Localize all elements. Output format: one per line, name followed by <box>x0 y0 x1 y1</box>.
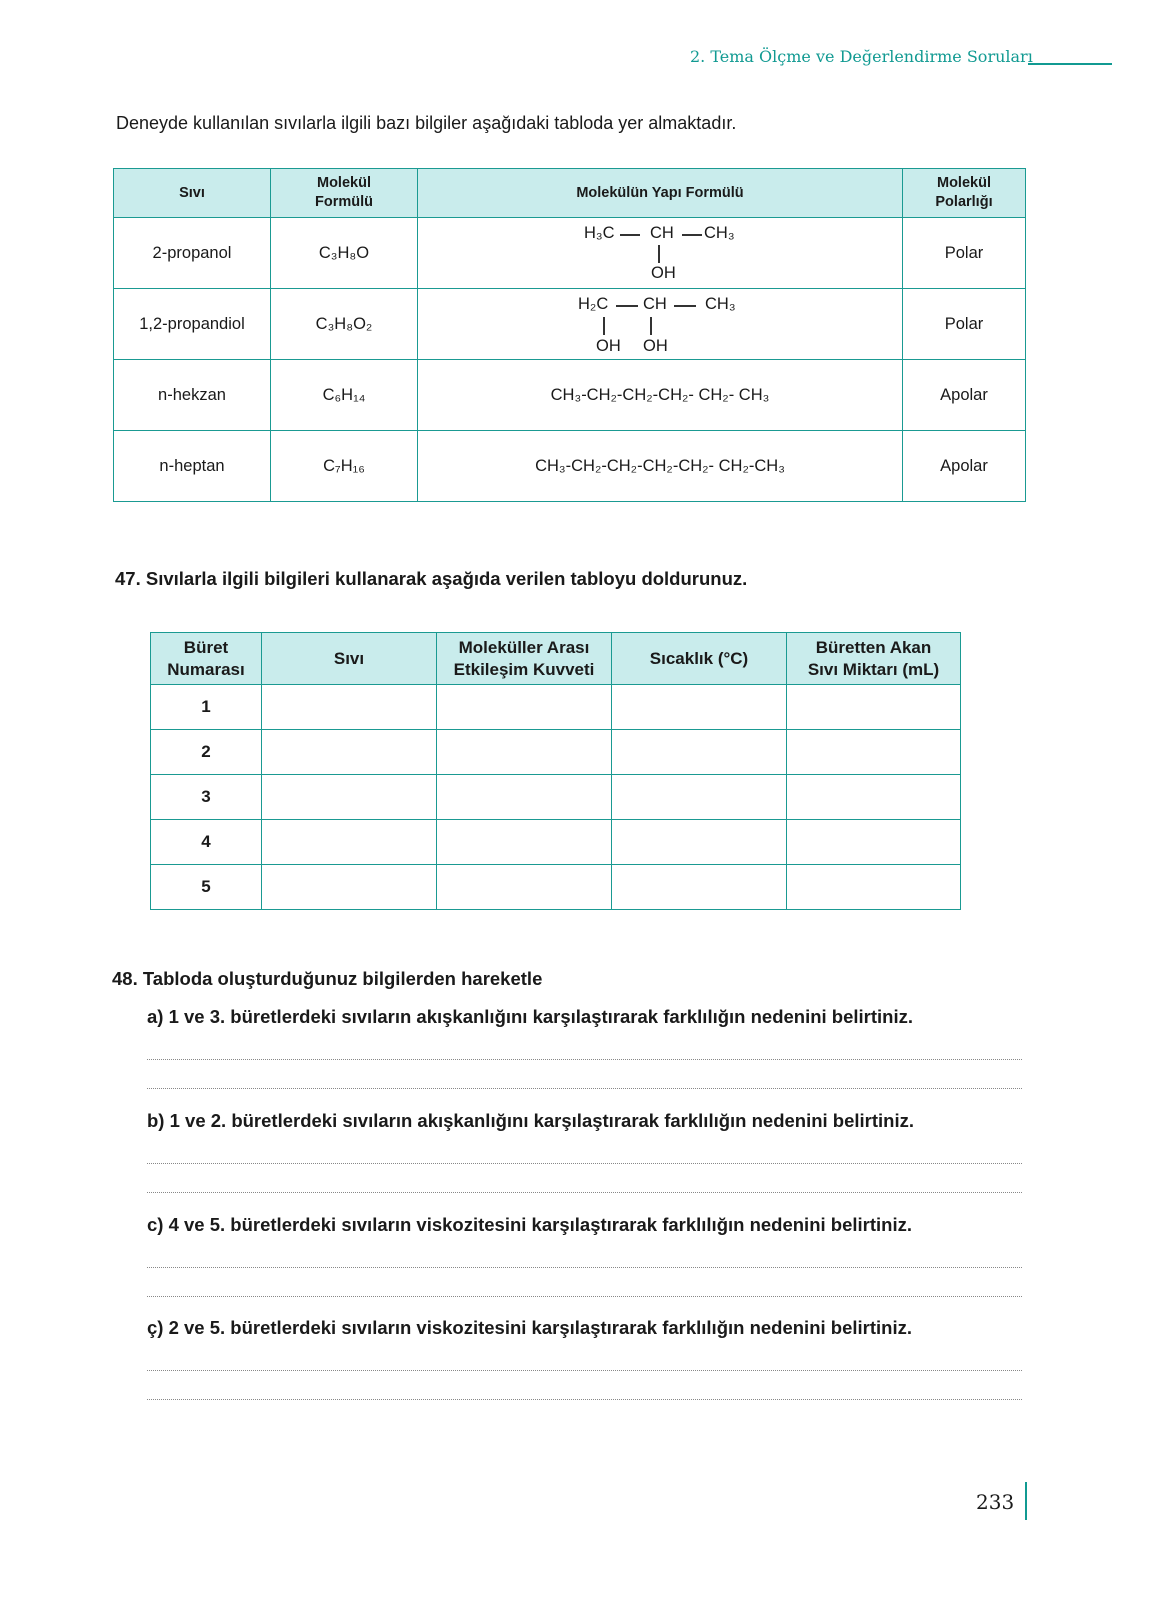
blank-cell[interactable] <box>611 819 787 865</box>
table-row: n-heptan C₇H₁₆ CH₃-CH₂-CH₂-CH₂-CH₂- CH₂-… <box>113 430 1026 502</box>
blank-cell[interactable] <box>786 819 961 865</box>
struct-group: OH <box>596 337 621 355</box>
struct-group: CH₃ <box>705 295 736 313</box>
table-row: 1 <box>150 684 961 730</box>
polarity: Apolar <box>902 430 1026 502</box>
blank-cell[interactable] <box>436 819 612 865</box>
col-header: Molekül Formülü <box>270 168 418 218</box>
blank-cell[interactable] <box>611 864 787 910</box>
blank-cell[interactable] <box>261 819 437 865</box>
liquid-name: 2-propanol <box>113 217 271 289</box>
question-number: 47. <box>115 568 141 589</box>
structural-formula: CH₃-CH₂-CH₂-CH₂- CH₂- CH₃ <box>417 359 903 431</box>
structural-formula: H₂C CH CH₃ OH OH <box>417 288 903 360</box>
struct-group: OH <box>643 337 668 355</box>
subquestion-c-cedilla: ç) 2 ve 5. büretlerdeki sıvıların viskoz… <box>147 1317 912 1338</box>
blank-cell[interactable] <box>436 774 612 820</box>
blank-cell[interactable] <box>611 774 787 820</box>
blank-cell[interactable] <box>261 729 437 775</box>
blank-cell[interactable] <box>786 774 961 820</box>
burette-number: 2 <box>150 729 262 775</box>
struct-group: OH <box>651 264 676 282</box>
struct-group: H₂C <box>578 295 609 313</box>
question-number: 48. <box>112 968 138 989</box>
liquid-name: 1,2-propandiol <box>113 288 271 360</box>
subquestion-b: b) 1 ve 2. büretlerdeki sıvıların akışka… <box>147 1110 915 1131</box>
blank-cell[interactable] <box>611 729 787 775</box>
answer-line[interactable] <box>147 1399 1022 1400</box>
question-text: Sıvılarla ilgili bilgileri kullanarak aş… <box>145 568 748 589</box>
liquids-info-table: Sıvı Molekül Formülü Molekülün Yapı Form… <box>113 168 1026 502</box>
answer-line[interactable] <box>147 1163 1022 1164</box>
liquid-name: n-heptan <box>113 430 271 502</box>
struct-group: CH <box>650 224 674 242</box>
blank-cell[interactable] <box>436 729 612 775</box>
question-47: 47. Sıvılarla ilgili bilgileri kullanara… <box>115 568 747 590</box>
molecular-formula: C₃H₈O₂ <box>270 288 418 360</box>
blank-cell[interactable] <box>261 864 437 910</box>
blank-cell[interactable] <box>261 684 437 730</box>
table-header-row: Sıvı Molekül Formülü Molekülün Yapı Form… <box>113 168 1026 218</box>
blank-cell[interactable] <box>611 684 787 730</box>
polarity: Polar <box>902 217 1026 289</box>
col-header: Büretten Akan Sıvı Miktarı (mL) <box>786 632 961 685</box>
liquid-name: n-hekzan <box>113 359 271 431</box>
page-number-rule <box>1025 1482 1027 1520</box>
burette-number: 4 <box>150 819 262 865</box>
blank-cell[interactable] <box>436 684 612 730</box>
burette-number: 1 <box>150 684 262 730</box>
polarity: Apolar <box>902 359 1026 431</box>
col-header: Sıvı <box>261 632 437 685</box>
intro-text: Deneyde kullanılan sıvılarla ilgili bazı… <box>116 113 737 133</box>
running-header: 2. Tema Ölçme ve Değerlendirme Soruları <box>690 47 1033 66</box>
molecular-formula: C₇H₁₆ <box>270 430 418 502</box>
blank-cell[interactable] <box>436 864 612 910</box>
burette-number: 3 <box>150 774 262 820</box>
col-header: Molekül Polarlığı <box>902 168 1026 218</box>
col-header: Sıcaklık (°C) <box>611 632 787 685</box>
struct-group: CH <box>643 295 667 313</box>
struct-group: H₃C <box>584 224 615 242</box>
burette-fill-table: Büret Numarası Sıvı Moleküller Arası Etk… <box>150 632 961 910</box>
polarity: Polar <box>902 288 1026 360</box>
molecular-formula: C₃H₈O <box>270 217 418 289</box>
answer-line[interactable] <box>147 1192 1022 1193</box>
subquestion-c: c) 4 ve 5. büretlerdeki sıvıların viskoz… <box>147 1214 912 1235</box>
molecular-formula: C₆H₁₄ <box>270 359 418 431</box>
answer-line[interactable] <box>147 1370 1022 1371</box>
table-row: 5 <box>150 864 961 910</box>
subquestion-a: a) 1 ve 3. büretlerdeki sıvıların akışka… <box>147 1006 913 1027</box>
structural-formula: CH₃-CH₂-CH₂-CH₂-CH₂- CH₂-CH₃ <box>417 430 903 502</box>
table-row: n-hekzan C₆H₁₄ CH₃-CH₂-CH₂-CH₂- CH₂- CH₃… <box>113 359 1026 431</box>
answer-line[interactable] <box>147 1296 1022 1297</box>
answer-line[interactable] <box>147 1088 1022 1089</box>
blank-cell[interactable] <box>786 864 961 910</box>
col-header: Sıvı <box>113 168 271 218</box>
blank-cell[interactable] <box>786 729 961 775</box>
table-row: 2 <box>150 729 961 775</box>
col-header: Büret Numarası <box>150 632 262 685</box>
struct-group: CH₃ <box>704 224 735 242</box>
burette-number: 5 <box>150 864 262 910</box>
blank-cell[interactable] <box>261 774 437 820</box>
structural-formula: H₃C CH CH₃ OH <box>417 217 903 289</box>
blank-cell[interactable] <box>786 684 961 730</box>
col-header: Molekülün Yapı Formülü <box>417 168 903 218</box>
table-row: 2-propanol C₃H₈O H₃C CH CH₃ OH Polar <box>113 217 1026 289</box>
header-rule <box>1028 63 1112 65</box>
answer-line[interactable] <box>147 1267 1022 1268</box>
page-number: 233 <box>976 1490 1015 1514</box>
table-row: 1,2-propandiol C₃H₈O₂ H₂C CH CH₃ OH OH P… <box>113 288 1026 360</box>
question-text: Tabloda oluşturduğunuz bilgilerden harek… <box>142 968 543 989</box>
table-row: 4 <box>150 819 961 865</box>
answer-line[interactable] <box>147 1059 1022 1060</box>
table-header-row: Büret Numarası Sıvı Moleküller Arası Etk… <box>150 632 961 685</box>
col-header: Moleküller Arası Etkileşim Kuvveti <box>436 632 612 685</box>
question-48: 48. Tabloda oluşturduğunuz bilgilerden h… <box>112 968 542 990</box>
table-row: 3 <box>150 774 961 820</box>
